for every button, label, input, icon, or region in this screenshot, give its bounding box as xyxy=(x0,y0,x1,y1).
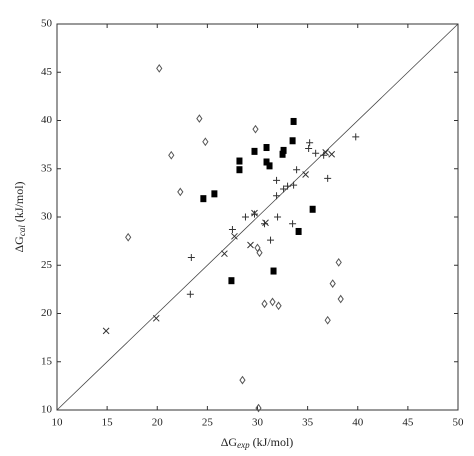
x-tick-label: 20 xyxy=(152,417,164,429)
diamond-point xyxy=(329,279,336,288)
plus-point xyxy=(290,181,298,189)
plus-point xyxy=(241,213,249,221)
x-label-unit: (kJ/mol) xyxy=(253,435,294,449)
cross-point xyxy=(328,150,336,158)
y-tick-label: 25 xyxy=(41,259,53,271)
plus-point xyxy=(284,182,292,190)
y-tick-label: 20 xyxy=(41,307,53,319)
diamond-point xyxy=(239,375,246,385)
y-tick-label: 40 xyxy=(41,114,53,126)
cross-point xyxy=(322,148,330,156)
cross-point xyxy=(247,241,254,249)
cross-point xyxy=(262,219,269,227)
x-tick-label: 45 xyxy=(402,417,414,429)
square-point xyxy=(279,150,286,158)
diamond-point xyxy=(275,301,282,311)
square-point xyxy=(263,158,270,166)
plus-point xyxy=(352,133,360,141)
diamond-point xyxy=(337,294,344,304)
x-axis-label: ΔGexp (kJ/mol) xyxy=(221,435,294,450)
diamond-point xyxy=(125,232,132,242)
diamond-point xyxy=(196,114,203,123)
plus-point xyxy=(312,149,320,157)
plus-point xyxy=(274,213,282,221)
plus-point xyxy=(250,210,258,218)
square-point xyxy=(236,166,243,174)
square-point xyxy=(270,267,277,275)
plus-point xyxy=(228,226,236,234)
cross-point xyxy=(251,209,258,217)
x-tick-label: 10 xyxy=(52,417,64,429)
plus-point xyxy=(306,139,314,147)
y-axis-label: ΔGcal (kJ/mol) xyxy=(12,181,27,252)
square-point xyxy=(228,277,235,285)
y-tick-label: 35 xyxy=(41,162,53,174)
x-tick-label: 30 xyxy=(252,417,264,429)
square-point xyxy=(266,162,273,170)
diamond-point xyxy=(324,315,331,325)
square-point xyxy=(200,195,207,203)
y-tick-label: 45 xyxy=(41,66,53,78)
plus-point xyxy=(324,174,332,182)
square-point xyxy=(295,227,302,235)
square-point xyxy=(289,137,296,145)
diamond-point xyxy=(156,64,163,73)
y-tick-label: 15 xyxy=(41,355,53,367)
diagonal-line xyxy=(56,23,459,411)
diamond-point xyxy=(256,248,263,258)
diamond-point xyxy=(252,124,259,134)
x-tick-label: 25 xyxy=(202,417,214,429)
square-point xyxy=(280,146,287,154)
y-tick-label: 50 xyxy=(41,18,53,30)
plus-point xyxy=(305,144,313,152)
cross-point xyxy=(221,250,228,258)
square-point xyxy=(263,144,270,152)
plus-point xyxy=(273,192,281,200)
square-point xyxy=(251,147,258,155)
plus-point xyxy=(186,290,194,298)
cross-point xyxy=(152,314,160,322)
square-point xyxy=(290,117,297,125)
diamond-point xyxy=(202,137,209,147)
square-point xyxy=(211,190,218,198)
plus-point xyxy=(289,220,297,228)
diamond-point xyxy=(269,297,276,307)
y-label-symbol: ΔG xyxy=(12,236,26,253)
diamond-point xyxy=(168,150,175,160)
x-tick-label: 15 xyxy=(102,417,114,429)
plus-point xyxy=(267,236,275,244)
square-point xyxy=(309,205,316,213)
cross-point xyxy=(102,327,110,335)
plus-point xyxy=(280,185,288,193)
diamond-point xyxy=(255,403,262,413)
diamond-point xyxy=(261,299,268,309)
diamond-point xyxy=(335,257,342,267)
x-tick-label: 40 xyxy=(352,417,364,429)
cross-point xyxy=(302,171,309,178)
y-label-subscript: cal xyxy=(17,225,27,236)
diamond-point xyxy=(177,187,184,197)
plus-point xyxy=(187,254,195,262)
x-label-symbol: ΔG xyxy=(221,435,238,449)
x-tick-label: 50 xyxy=(453,417,465,429)
y-label-unit: (kJ/mol) xyxy=(12,181,26,222)
plus-point xyxy=(273,176,281,184)
cross-point xyxy=(231,232,238,240)
plus-point xyxy=(320,151,328,159)
x-label-subscript: exp xyxy=(237,440,250,450)
square-point xyxy=(236,157,243,165)
y-tick-label: 30 xyxy=(41,211,53,223)
y-tick-label: 10 xyxy=(41,404,53,416)
x-tick-label: 35 xyxy=(302,417,314,429)
plus-point xyxy=(293,166,301,174)
